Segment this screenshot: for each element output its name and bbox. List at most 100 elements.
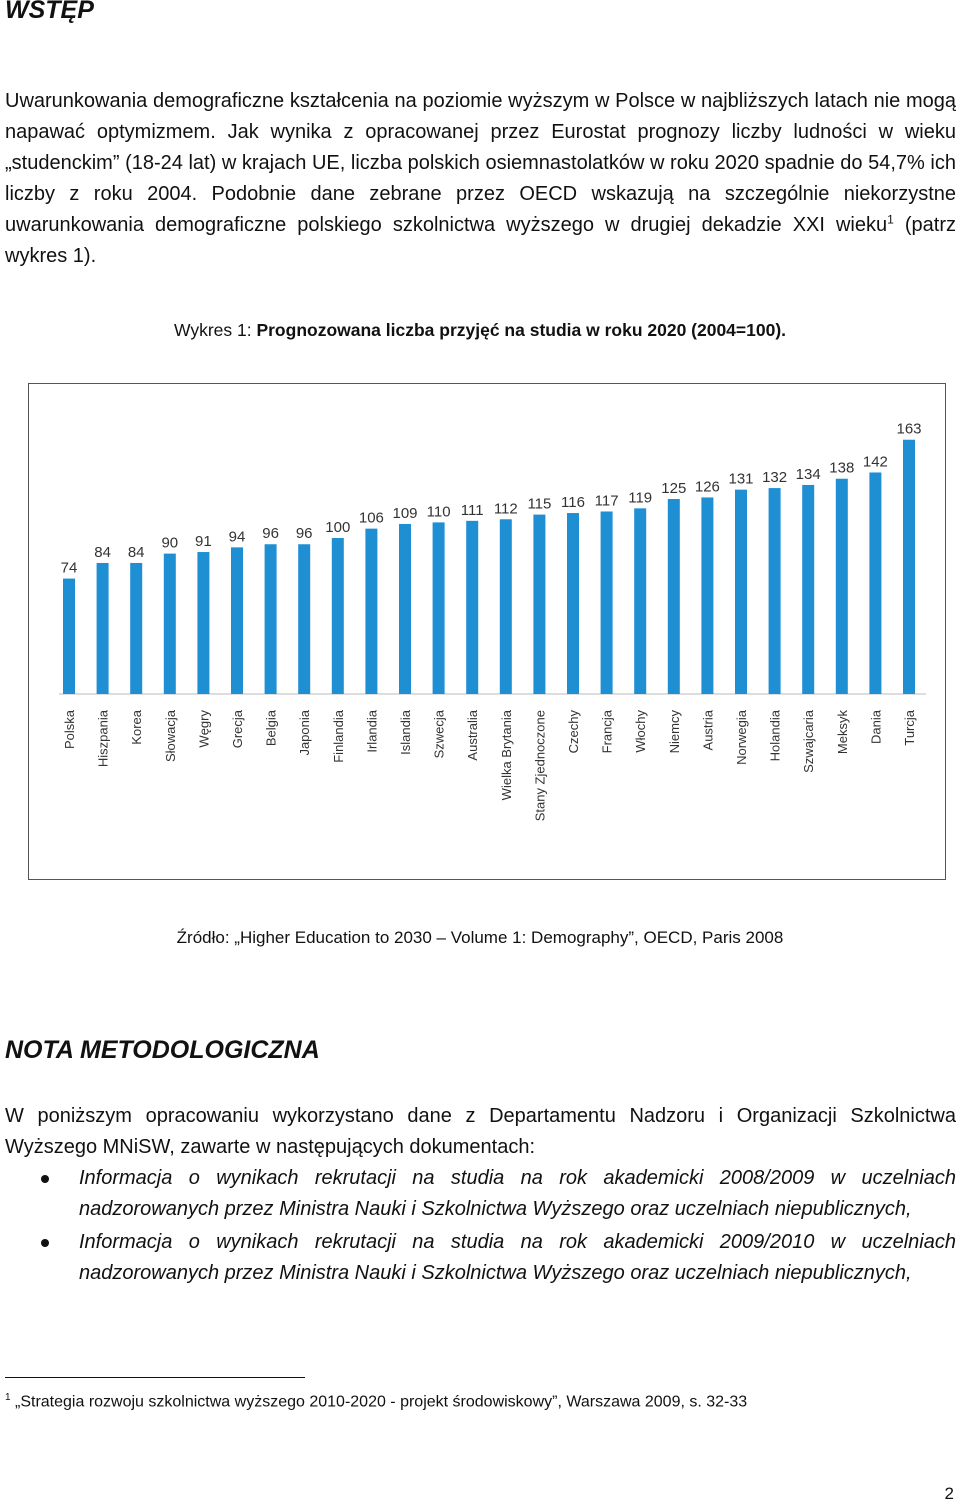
- category-label: Węgry: [196, 710, 211, 748]
- bar: [163, 553, 176, 694]
- data-label: 100: [325, 519, 350, 536]
- category-label: Australia: [465, 709, 480, 760]
- intro-text-end: (patrz wykres 1).: [5, 214, 956, 267]
- data-label: 110: [427, 503, 451, 520]
- category-label: Meksyk: [835, 710, 850, 755]
- footnote-ref: 1: [887, 212, 894, 227]
- bar: [869, 472, 882, 694]
- bar: [567, 513, 579, 694]
- category-label: Hiszpania: [96, 709, 111, 767]
- data-label: 125: [661, 480, 686, 497]
- bar: [600, 511, 613, 694]
- document-list-item: Informacja o wynikach rekrutacji na stud…: [5, 1163, 956, 1225]
- nota-heading: NOTA METODOLOGICZNA: [5, 1036, 320, 1064]
- bar: [399, 523, 411, 694]
- caption-title: Prognozowana liczba przyjęć na studia w …: [256, 320, 787, 340]
- bar: [533, 514, 546, 694]
- bar: [802, 484, 815, 694]
- data-label: 84: [128, 544, 145, 561]
- data-label: 138: [829, 460, 854, 477]
- data-label: 90: [161, 535, 178, 552]
- footnote-text: „Strategia rozwoju szkolnictwa wyższego …: [10, 1393, 748, 1411]
- category-label: Irlandia: [364, 709, 379, 752]
- document-list-item: Informacja o wynikach rekrutacji na stud…: [5, 1227, 956, 1289]
- data-label: 132: [762, 469, 787, 486]
- nota-paragraph: W poniższym opracowaniu wykorzystano dan…: [5, 1105, 956, 1158]
- bar: [768, 488, 781, 694]
- category-label: Polska: [62, 709, 77, 749]
- document-item-text: Informacja o wynikach rekrutacji na stud…: [79, 1167, 956, 1220]
- category-label: Czechy: [566, 710, 581, 754]
- data-label: 119: [628, 489, 652, 506]
- data-label: 116: [561, 494, 585, 511]
- category-label: Belgia: [264, 709, 279, 746]
- category-label: Turcja: [902, 709, 917, 745]
- category-label: Finlandia: [331, 709, 346, 763]
- bar: [903, 439, 915, 694]
- bar: [298, 544, 311, 694]
- bar: [735, 489, 747, 694]
- bar: [634, 508, 647, 694]
- bar: [667, 499, 680, 694]
- category-label: Włochy: [633, 710, 648, 753]
- category-label: Szwajcaria: [801, 709, 816, 773]
- intro-paragraph: Uwarunkowania demograficzne kształcenia …: [5, 86, 956, 272]
- data-label: 131: [728, 471, 753, 488]
- data-label: 74: [61, 560, 78, 577]
- category-label: Norwegia: [734, 709, 749, 765]
- category-label: Korea: [129, 709, 144, 744]
- data-label: 106: [359, 510, 384, 527]
- bullet-icon: [41, 1239, 49, 1247]
- data-label: 112: [494, 500, 518, 517]
- data-label: 134: [796, 466, 821, 483]
- source-note: Źródło: „Higher Education to 2030 – Volu…: [176, 928, 784, 947]
- bar: [432, 522, 445, 694]
- bullet-icon: [41, 1175, 49, 1183]
- bar-chart: 74 Polska 84 Hiszpania 84 Korea 90 Słowacja 91 Wę…: [59, 421, 926, 821]
- bar: [499, 519, 512, 694]
- data-label: 117: [595, 492, 619, 509]
- footnote: 1 „Strategia rozwoju szkolnictwa wyższeg…: [5, 1392, 747, 1411]
- bar: [835, 478, 848, 694]
- data-label: 91: [195, 533, 212, 550]
- category-label: Szwecja: [432, 709, 447, 758]
- intro-text: Uwarunkowania demograficzne kształcenia …: [5, 90, 956, 236]
- data-label: 109: [392, 505, 417, 522]
- category-label: Holandia: [768, 709, 783, 761]
- chart-frame: 74 Polska 84 Hiszpania 84 Korea 90 Słowacja 91 Wę…: [28, 383, 946, 880]
- category-label: Japonia: [297, 709, 312, 755]
- bar: [96, 562, 109, 694]
- bar: [130, 562, 143, 694]
- data-label: 163: [896, 421, 921, 438]
- data-label: 126: [695, 478, 720, 495]
- category-label: Wielka Brytania: [499, 709, 514, 800]
- category-label: Francja: [600, 709, 615, 753]
- data-label: 142: [863, 453, 888, 470]
- bar: [264, 544, 277, 694]
- bar: [331, 538, 344, 694]
- data-label: 94: [229, 528, 246, 545]
- data-label: 84: [94, 544, 111, 561]
- footnote-mark: 1: [5, 1392, 11, 1403]
- bar: [197, 552, 210, 694]
- data-label: 115: [527, 496, 551, 513]
- category-label: Islandia: [398, 709, 413, 755]
- category-label: Niemcy: [667, 710, 682, 754]
- data-label: 96: [262, 525, 279, 542]
- data-label: 96: [296, 525, 313, 542]
- bar: [701, 497, 714, 694]
- footnote-divider: [5, 1377, 305, 1378]
- category-label: Słowacja: [163, 709, 178, 762]
- page-number: 2: [944, 1484, 954, 1503]
- category-label: Dania: [868, 709, 883, 744]
- section-heading: WSTĘP: [5, 0, 94, 24]
- figure-caption: Wykres 1: Prognozowana liczba przyjęć na…: [0, 320, 960, 341]
- category-label: Austria: [700, 709, 715, 750]
- bar: [231, 547, 243, 694]
- document-item-text: Informacja o wynikach rekrutacji na stud…: [79, 1231, 956, 1284]
- category-label: Grecja: [230, 709, 245, 748]
- category-label: Stany Zjednoczone: [532, 710, 547, 821]
- bar: [365, 528, 378, 694]
- document-list: Informacja o wynikach rekrutacji na stud…: [5, 1163, 956, 1289]
- bar: [63, 578, 75, 694]
